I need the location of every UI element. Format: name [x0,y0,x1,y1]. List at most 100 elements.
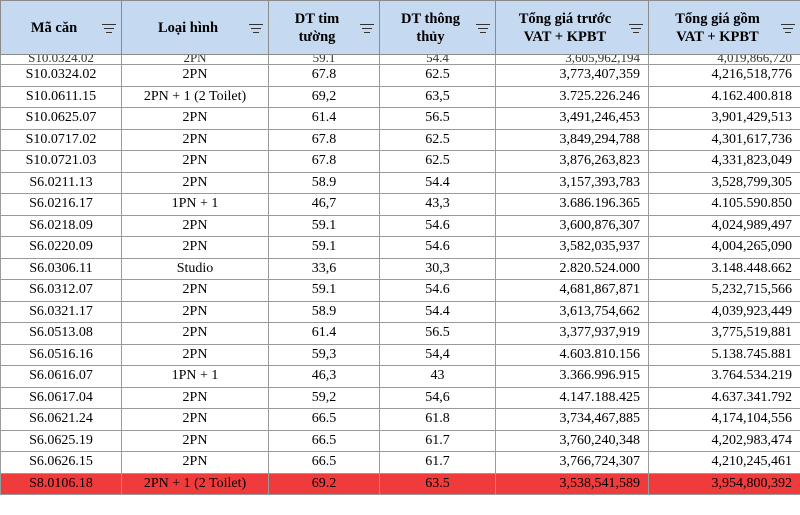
cell-area-clear[interactable]: 54.6 [379,279,496,302]
table-row[interactable]: S10.0625.07 2PN 61.4 56.5 3,491,246,453 3,901… [0,107,800,130]
cell-area-clear[interactable]: 56.5 [379,107,496,130]
table-row-partial[interactable]: S10.0324.02 2PN 59.1 54.4 3,605,962,194 … [0,54,800,65]
cell-code[interactable]: S6.0626.15 [0,451,122,474]
cell-area-clear[interactable]: 43,3 [379,193,496,216]
cell-price-before[interactable]: 2.820.524.000 [495,257,649,280]
cell-type[interactable]: 2PN [121,279,269,302]
cell-area-wall[interactable]: 59.1 [268,279,380,302]
cell-price-incl[interactable]: 5.138.745.881 [648,343,800,366]
cell-price-incl[interactable]: 4,024,989,497 [648,214,800,237]
cell-code[interactable]: S8.0106.18 [0,472,122,495]
header-price-incl[interactable]: Tổng giá gồm VAT + KPBT [648,0,800,55]
table-row[interactable]: S6.0306.11 Studio 33,6 30,3 2.820.524.000 3.1… [0,257,800,280]
filter-icon[interactable] [360,23,374,35]
cell-code[interactable]: S6.0220.09 [0,236,122,259]
table-row[interactable]: S6.0312.07 2PN 59.1 54.6 4,681,867,871 5,232,… [0,279,800,302]
cell-area-clear[interactable]: 54.6 [379,236,496,259]
cell-price-incl[interactable]: 3,528,799,305 [648,171,800,194]
header-code[interactable]: Mã căn [0,0,122,55]
cell-price-incl[interactable]: 4,039,923,449 [648,300,800,323]
cell-code[interactable]: S6.0625.19 [0,429,122,452]
cell-code[interactable]: S6.0306.11 [0,257,122,280]
cell-code[interactable]: S6.0617.04 [0,386,122,409]
cell-area-clear[interactable]: 56.5 [379,322,496,345]
cell-area-wall[interactable]: 67.8 [268,150,380,173]
cell-type[interactable]: 1PN + 1 [121,365,269,388]
cell-type[interactable]: 2PN [121,128,269,151]
cell-area-clear[interactable]: 63,5 [379,85,496,108]
filter-icon[interactable] [102,23,116,35]
cell-type[interactable]: 2PN [121,54,269,65]
cell-price-incl[interactable]: 3,954,800,392 [648,472,800,495]
cell-area-wall[interactable]: 66.5 [268,451,380,474]
cell-type[interactable]: 2PN [121,429,269,452]
table-row[interactable]: S6.0625.19 2PN 66.5 61.7 3,760,240,348 4,202,… [0,429,800,452]
cell-area-wall[interactable]: 33,6 [268,257,380,280]
cell-code[interactable]: S6.0312.07 [0,279,122,302]
table-row[interactable]: S10.0324.02 2PN 67.8 62.5 3,773,407,359 4,216… [0,64,800,87]
cell-code[interactable]: S6.0621.24 [0,408,122,431]
cell-area-clear[interactable]: 54.4 [379,54,496,65]
cell-price-incl[interactable]: 4,331,823,049 [648,150,800,173]
cell-area-clear[interactable]: 63.5 [379,472,496,495]
cell-price-before[interactable]: 3,849,294,788 [495,128,649,151]
cell-area-clear[interactable]: 54,6 [379,386,496,409]
cell-price-incl[interactable]: 3.148.448.662 [648,257,800,280]
cell-type[interactable]: 2PN + 1 (2 Toilet) [121,472,269,495]
cell-type[interactable]: 2PN + 1 (2 Toilet) [121,85,269,108]
cell-price-incl[interactable]: 4,202,983,474 [648,429,800,452]
cell-price-before[interactable]: 3,605,962,194 [495,54,649,65]
cell-price-incl[interactable]: 4,174,104,556 [648,408,800,431]
cell-area-wall[interactable]: 59.1 [268,214,380,237]
cell-price-incl[interactable]: 4.637.341.792 [648,386,800,409]
cell-area-wall[interactable]: 59.1 [268,54,380,65]
cell-type[interactable]: 2PN [121,150,269,173]
filter-icon[interactable] [476,23,490,35]
cell-price-before[interactable]: 4,681,867,871 [495,279,649,302]
cell-price-before[interactable]: 3,582,035,937 [495,236,649,259]
cell-area-wall[interactable]: 69.2 [268,472,380,495]
cell-area-wall[interactable]: 59.1 [268,236,380,259]
cell-price-incl[interactable]: 4,301,617,736 [648,128,800,151]
cell-price-before[interactable]: 3,773,407,359 [495,64,649,87]
cell-price-incl[interactable]: 4,004,265,090 [648,236,800,259]
cell-price-before[interactable]: 3,600,876,307 [495,214,649,237]
cell-type[interactable]: 1PN + 1 [121,193,269,216]
cell-area-clear[interactable]: 54.4 [379,300,496,323]
cell-price-before[interactable]: 3.686.196.365 [495,193,649,216]
cell-price-before[interactable]: 3,734,467,885 [495,408,649,431]
cell-area-clear[interactable]: 61.7 [379,429,496,452]
cell-area-wall[interactable]: 59,2 [268,386,380,409]
cell-type[interactable]: 2PN [121,386,269,409]
cell-price-before[interactable]: 3,766,724,307 [495,451,649,474]
table-row[interactable]: S6.0513.08 2PN 61.4 56.5 3,377,937,919 3,775,… [0,322,800,345]
cell-price-incl[interactable]: 4,019,866,720 [648,54,800,65]
cell-area-wall[interactable]: 67.8 [268,64,380,87]
table-row[interactable]: S8.0106.18 2PN + 1 (2 Toilet) 69.2 63.5 3,53… [0,472,800,495]
cell-price-before[interactable]: 4.147.188.425 [495,386,649,409]
table-row[interactable]: S6.0621.24 2PN 66.5 61.8 3,734,467,885 4,174,… [0,408,800,431]
cell-area-wall[interactable]: 67.8 [268,128,380,151]
cell-type[interactable]: 2PN [121,171,269,194]
cell-code[interactable]: S10.0717.02 [0,128,122,151]
cell-price-before[interactable]: 3.366.996.915 [495,365,649,388]
cell-area-wall[interactable]: 61.4 [268,107,380,130]
cell-price-incl[interactable]: 4,216,518,776 [648,64,800,87]
table-row[interactable]: S6.0516.16 2PN 59,3 54,4 4.603.810.156 5.138.… [0,343,800,366]
cell-price-before[interactable]: 3.725.226.246 [495,85,649,108]
cell-price-incl[interactable]: 4,210,245,461 [648,451,800,474]
cell-area-clear[interactable]: 30,3 [379,257,496,280]
cell-code[interactable]: S6.0516.16 [0,343,122,366]
cell-type[interactable]: 2PN [121,64,269,87]
cell-price-before[interactable]: 3,377,937,919 [495,322,649,345]
cell-area-clear[interactable]: 54,4 [379,343,496,366]
cell-price-before[interactable]: 4.603.810.156 [495,343,649,366]
cell-code[interactable]: S6.0321.17 [0,300,122,323]
cell-price-incl[interactable]: 4.105.590.850 [648,193,800,216]
cell-type[interactable]: 2PN [121,451,269,474]
cell-area-clear[interactable]: 54.4 [379,171,496,194]
table-row[interactable]: S10.0721.03 2PN 67.8 62.5 3,876,263,823 4,331… [0,150,800,173]
cell-area-clear[interactable]: 62.5 [379,150,496,173]
cell-area-wall[interactable]: 58.9 [268,300,380,323]
header-area-clear[interactable]: DT thông thủy [379,0,496,55]
